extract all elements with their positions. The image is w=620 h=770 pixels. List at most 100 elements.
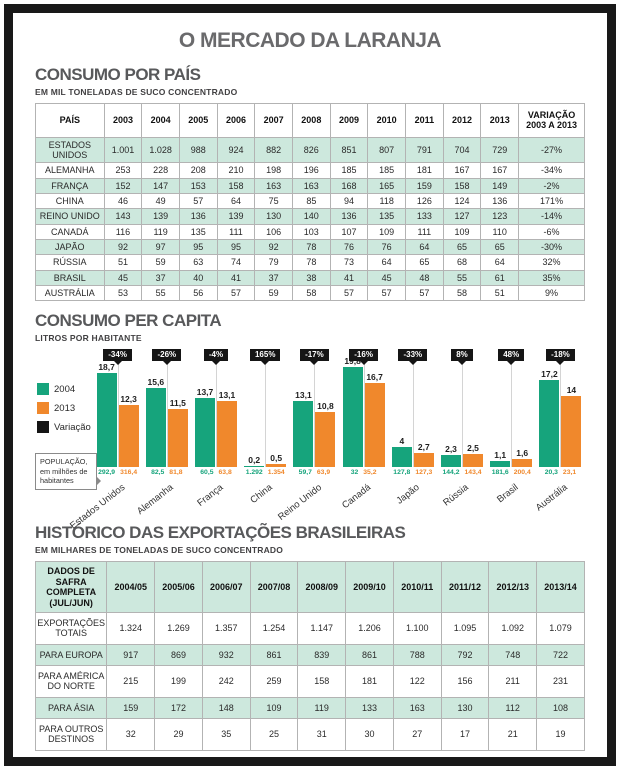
value-cell: 58 (442, 285, 482, 302)
legend-swatch-icon (37, 421, 49, 434)
variation-badge: 8% (451, 349, 473, 366)
bar-2004-column: 19,8 (342, 356, 363, 468)
value-cell: 65 (480, 239, 520, 256)
bar-2013-column: 12,3 (118, 394, 139, 468)
country-label-zone: Canadá (339, 477, 388, 517)
value-cell: 41 (216, 269, 256, 287)
value-cell: 32 (106, 717, 156, 751)
bar-2004-value-label: 15,6 (147, 377, 165, 388)
value-cell: 123 (480, 208, 520, 225)
bar-2004 (391, 447, 412, 468)
value-cell: 109 (367, 223, 406, 241)
row-label-cell: EXPORTAÇÕES TOTAIS (34, 611, 108, 645)
value-cell: 1.095 (440, 611, 490, 645)
value-cell: 106 (254, 223, 293, 241)
value-cell: 64 (216, 193, 256, 210)
row-label-cell: AUSTRÁLIA (35, 285, 105, 302)
value-cell: 136 (329, 208, 369, 225)
value-cell: 1.324 (106, 611, 156, 645)
bar-2004 (539, 380, 560, 468)
value-cell: 152 (103, 177, 143, 195)
value-cell: 45 (367, 269, 406, 287)
variation-badge: 48% (498, 349, 525, 366)
bar-2013-column: 2,7 (413, 442, 434, 468)
value-cell: 807 (367, 136, 406, 164)
bar-2004-column: 17,2 (539, 369, 560, 468)
value-cell: 185 (367, 162, 406, 179)
value-cell: 118 (367, 193, 406, 210)
bar-pair: 1,1 1,6 (487, 367, 536, 468)
bar-2013-column: 1,6 (512, 448, 533, 468)
bar-2013 (413, 453, 434, 468)
value-cell: 17 (440, 717, 490, 751)
bar-2013 (463, 454, 484, 468)
header-year-cell: 2008/09 (297, 561, 347, 613)
table-row: ALEMANHA 253 228 208 210 198 196 185 185 181 167 16… (35, 162, 585, 179)
bar-2013 (266, 464, 287, 468)
value-cell: 56 (178, 285, 218, 302)
variation-badge-row: -17% (290, 349, 339, 367)
bar-2013 (364, 383, 385, 468)
value-cell: 156 (440, 664, 490, 698)
chart-group: -34% 18,7 12,3 292,9 316,4 Estados Unidos (68, 349, 142, 532)
page-frame: O MERCADO DA LARANJA CONSUMO POR PAÍS EM… (4, 4, 616, 766)
value-cell: 1.001 (103, 136, 143, 164)
row-label-cell: BRASIL (35, 269, 105, 287)
value-cell: 51 (480, 285, 520, 302)
variation-badge: -34% (103, 349, 132, 366)
bar-2004-column: 15,6 (145, 377, 166, 468)
variation-stem-line (265, 364, 267, 468)
bar-2013-value-label: 11,5 (169, 398, 186, 409)
variation-badge-row: -18% (536, 349, 585, 367)
value-cell: 165 (367, 177, 406, 195)
population-2013-label: 200,4 (513, 468, 531, 476)
value-cell: 1.092 (488, 611, 538, 645)
bar-2013 (118, 405, 139, 468)
bar-2013-value-label: 13,1 (218, 390, 236, 401)
value-cell: -14% (518, 208, 585, 225)
population-2013-label: 81,8 (169, 468, 183, 476)
value-cell: 149 (480, 177, 520, 195)
population-2004-label: 127,8 (393, 468, 411, 476)
value-cell: 124 (442, 193, 482, 210)
country-label: Japão (394, 482, 423, 508)
value-cell: 135 (178, 223, 218, 241)
value-cell: 58 (291, 285, 331, 302)
value-cell: 64 (480, 254, 520, 271)
value-cell: 95 (216, 239, 256, 256)
value-cell: 1.100 (392, 611, 442, 645)
header-year-cell: 2013/14 (536, 561, 585, 613)
value-cell: 729 (480, 136, 520, 164)
population-labels: 59,7 63,9 (290, 467, 339, 477)
value-cell: 861 (249, 643, 299, 666)
country-label-zone: Alemanha (136, 477, 191, 517)
bar-pair: 13,7 13,1 (191, 367, 240, 468)
value-cell: 917 (106, 643, 156, 666)
value-cell: 159 (106, 696, 156, 719)
value-cell: 57 (367, 285, 406, 302)
header-year-cell: 2012/13 (488, 561, 538, 613)
country-label: Alemanha (135, 482, 177, 518)
bar-2013-value-label: 1,6 (516, 448, 529, 459)
value-cell: 199 (154, 664, 203, 698)
value-cell: 78 (291, 254, 331, 271)
value-cell: 111 (405, 223, 444, 241)
value-cell: 49 (141, 193, 180, 210)
value-cell: 57 (178, 193, 218, 210)
brazil-exports-table: DADOS DE SAFRA COMPLETA (JUL/JUN) 2004/05… (34, 561, 585, 751)
row-label-cell: FRANÇA (35, 177, 105, 195)
legend-label: 2013 (54, 402, 76, 414)
table-row: RÚSSIA 51 59 63 74 79 78 73 64 65 68 64 32% (35, 254, 585, 271)
bar-2004-column: 13,1 (293, 390, 314, 468)
value-cell: 46 (103, 193, 143, 210)
bar-pair: 15,6 11,5 (142, 367, 191, 468)
variation-badge-row: 8% (437, 349, 486, 367)
variation-badge-row: -4% (191, 349, 240, 367)
value-cell: 64 (367, 254, 406, 271)
value-cell: 92 (254, 239, 293, 256)
value-cell: 116 (103, 223, 143, 241)
variation-stem-line (216, 364, 217, 468)
value-cell: 851 (329, 136, 369, 164)
table-row: REINO UNIDO 143 139 136 139 130 140 136 135 133 12… (35, 208, 585, 225)
value-cell: 163 (291, 177, 331, 195)
